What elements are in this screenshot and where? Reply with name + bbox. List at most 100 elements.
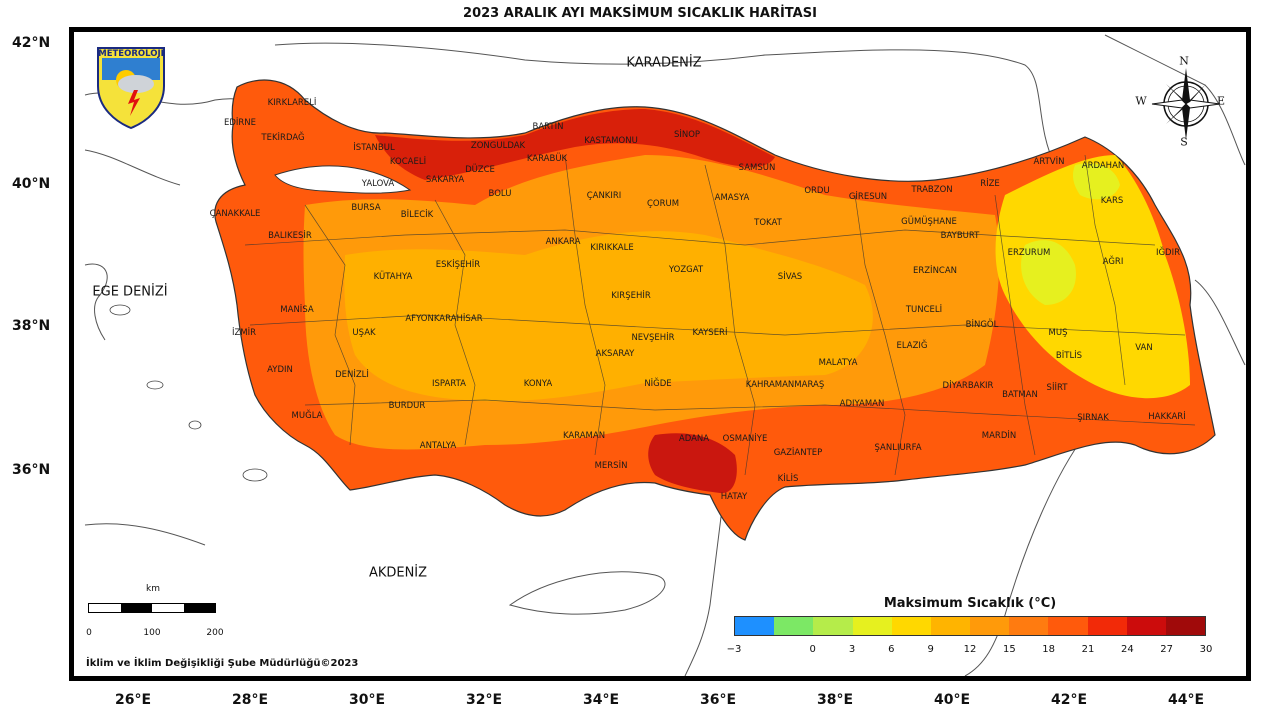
province-label: GİRESUN [848,192,888,202]
lon-label-40: 40°E [933,692,971,708]
province-label: ŞIRNAK [1077,413,1109,423]
province-label: NEVŞEHİR [631,333,675,343]
legend-tick-label: 30 [1199,644,1213,655]
province-label: KİLİS [777,474,799,484]
sea-label-black-sea: KARADENİZ [626,55,702,71]
lon-label-44: 44°E [1167,692,1205,708]
compass-rose-icon [1151,68,1221,140]
legend-tick-label: 0 [809,644,816,655]
province-label: OSMANİYE [722,434,768,444]
scale-unit: km [146,584,160,594]
province-label: ERZİNCAN [912,266,958,276]
province-label: SİVAS [777,272,803,282]
province-label: KASTAMONU [584,136,638,146]
scale-label-200: 200 [206,628,224,638]
legend-bin [813,617,853,635]
legend-bin [970,617,1010,635]
compass-west: W [1135,94,1147,108]
province-label: NİĞDE [644,379,672,389]
legend-tick-label: 24 [1120,644,1134,655]
lon-label-32: 32°E [465,692,503,708]
province-label: DÜZCE [465,165,495,175]
province-label: BURSA [351,203,381,213]
province-label: ANTALYA [419,441,457,451]
province-label: BOLU [488,189,512,199]
lon-label-36: 36°E [699,692,737,708]
province-label: HATAY [720,492,748,502]
province-label: TUNCELİ [905,305,943,315]
province-label: AĞRI [1102,257,1124,267]
lon-label-34: 34°E [582,692,620,708]
province-label: ANKARA [545,237,581,247]
province-label: KARAMAN [562,431,606,441]
lon-label-42: 42°E [1050,692,1088,708]
province-label: ARTVİN [1033,157,1065,167]
province-label: MUĞLA [291,411,323,421]
province-label: KAHRAMANMARAŞ [745,380,825,390]
province-label: KAYSERİ [692,328,728,338]
province-label: ERZURUM [1007,248,1051,258]
legend-bin [891,617,931,635]
province-label: AYDIN [267,365,293,375]
province-label: BAYBURT [940,231,980,241]
map-frame [69,27,1251,681]
map-title: 2023 ARALIK AYI MAKSİMUM SICAKLIK HARİTA… [463,6,817,21]
lon-label-26: 26°E [114,692,152,708]
province-label: BİTLİS [1055,351,1083,361]
province-label: GAZİANTEP [773,448,823,458]
province-label: KIRIKKALE [590,243,634,253]
lat-label-36: 36°N [12,462,51,478]
legend-tick-label: 15 [1002,644,1016,655]
compass-south: S [1180,135,1188,149]
lat-label-40: 40°N [12,176,51,192]
province-label: AMASYA [714,193,750,203]
sea-label-aegean: EGE DENİZİ [92,284,168,300]
province-label: ŞANLIURFA [874,443,922,453]
province-label: ISPARTA [432,379,466,389]
temperature-map [84,34,1246,676]
province-label: MARDİN [981,431,1017,441]
province-label: MERSİN [594,461,628,471]
province-label: SAKARYA [425,175,465,185]
legend-tick-label: 3 [848,644,856,655]
province-label: EDİRNE [223,118,257,128]
province-label: MALATYA [818,358,858,368]
province-label: SİNOP [673,130,701,140]
scale-label-100: 100 [143,628,161,638]
legend-tick-label: 18 [1042,644,1056,655]
meteoroloji-logo [97,47,165,130]
province-label: AFYONKARAHİSAR [405,314,483,324]
province-label: TRABZON [911,185,953,195]
legend-tick-label: 12 [963,644,977,655]
legend-bin [1048,617,1088,635]
province-label: BARTIN [532,122,564,132]
credit-text: İklim ve İklim Değişikliği Şube Müdürlüğ… [86,658,359,669]
legend-title: Maksimum Sıcaklık (°C) [883,596,1057,611]
province-label: ÇORUM [646,199,680,209]
province-label: YOZGAT [668,265,704,275]
province-label: VAN [1135,343,1153,353]
province-label: ÇANKIRI [586,191,622,201]
province-label: ADANA [678,434,710,444]
legend-bin [1009,617,1049,635]
province-label: KOCAELİ [389,157,427,167]
province-label: UŞAK [352,328,376,338]
scale-bar [88,603,216,613]
legend-bin [1126,617,1166,635]
province-label: TOKAT [754,218,782,228]
province-label: IĞDIR [1155,248,1181,258]
logo-label: METEOROLOJİ [98,49,164,59]
province-label: KIRKLARELİ [267,98,317,108]
legend-tick-label: 6 [888,644,895,655]
province-label: ELAZIĞ [896,341,928,351]
province-label: BATMAN [1002,390,1038,400]
province-label: İZMİR [231,328,257,338]
sea-label-mediterranean: AKDENİZ [368,565,428,581]
province-label: BİNGÖL [965,320,999,330]
scale-label-0: 0 [86,628,92,638]
legend-bin [1087,617,1127,635]
legend-bin [852,617,892,635]
province-label: İSTANBUL [353,143,395,153]
province-label: BİLECİK [400,210,434,220]
legend-colorbar [734,616,1206,636]
